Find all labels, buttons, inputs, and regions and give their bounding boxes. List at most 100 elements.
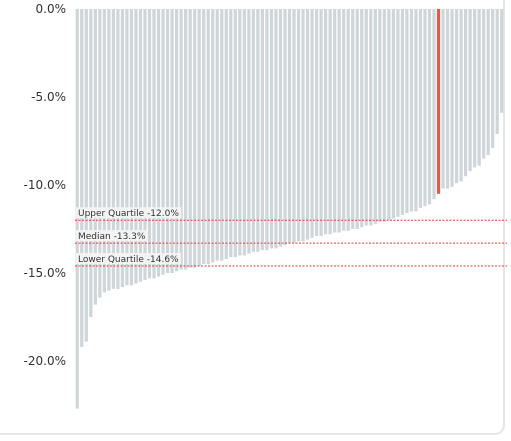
bar bbox=[391, 9, 395, 219]
bar bbox=[400, 9, 405, 215]
bar bbox=[319, 9, 323, 237]
bar bbox=[500, 9, 504, 113]
bar bbox=[174, 9, 179, 272]
bar bbox=[314, 9, 319, 237]
bar bbox=[211, 9, 215, 263]
bar bbox=[120, 9, 125, 288]
bar bbox=[351, 9, 355, 229]
bar bbox=[202, 9, 206, 265]
reference-lines-group: Upper Quartile -12.0% Median -13.3% Lower … bbox=[75, 207, 507, 267]
reference-label-background bbox=[76, 230, 148, 242]
bar bbox=[301, 9, 305, 242]
bar bbox=[360, 9, 364, 228]
bar bbox=[170, 9, 174, 273]
bar bbox=[260, 9, 265, 251]
bar bbox=[373, 9, 377, 224]
bar bbox=[328, 9, 332, 235]
bar bbox=[143, 9, 147, 281]
bar bbox=[98, 9, 102, 298]
bar bbox=[409, 9, 414, 212]
bar bbox=[129, 9, 134, 286]
bar bbox=[454, 9, 459, 184]
bar bbox=[206, 9, 210, 265]
bar bbox=[287, 9, 292, 244]
bar bbox=[188, 9, 192, 268]
bars-group bbox=[75, 9, 504, 409]
bar bbox=[378, 9, 382, 222]
y-axis: 0.0% -5.0% -10.0% -15.0% -20.0% bbox=[24, 2, 66, 368]
bar bbox=[405, 9, 409, 214]
bar bbox=[337, 9, 341, 233]
bar bbox=[152, 9, 156, 279]
bar bbox=[80, 9, 84, 347]
bar bbox=[116, 9, 120, 289]
bar bbox=[364, 9, 368, 226]
bar bbox=[184, 9, 188, 270]
bar bbox=[93, 9, 97, 305]
bar bbox=[233, 9, 237, 258]
bar bbox=[147, 9, 152, 279]
bar bbox=[161, 9, 165, 275]
bar bbox=[193, 9, 197, 268]
bar bbox=[427, 9, 432, 205]
bar bbox=[333, 9, 337, 233]
y-tick-label: 0.0% bbox=[36, 2, 67, 16]
bar bbox=[242, 9, 246, 256]
bar bbox=[418, 9, 423, 208]
bar bbox=[450, 9, 454, 187]
bar bbox=[197, 9, 201, 266]
reference-label-background bbox=[76, 207, 182, 219]
y-tick-label: -15.0% bbox=[24, 266, 66, 280]
bar bbox=[125, 9, 129, 286]
bar bbox=[441, 9, 445, 189]
reference-line-label: Median -13.3% bbox=[78, 232, 146, 242]
bar bbox=[473, 9, 477, 168]
bar bbox=[369, 9, 373, 226]
bar bbox=[324, 9, 328, 235]
bar bbox=[265, 9, 269, 251]
bar bbox=[111, 9, 116, 289]
bar bbox=[423, 9, 427, 207]
bar bbox=[229, 9, 233, 258]
y-tick-label: -20.0% bbox=[24, 354, 66, 368]
bar bbox=[414, 9, 418, 212]
bar bbox=[396, 9, 400, 217]
bar bbox=[156, 9, 161, 277]
bar bbox=[238, 9, 242, 256]
bar bbox=[274, 9, 278, 249]
bar bbox=[89, 9, 93, 317]
bar bbox=[247, 9, 251, 254]
bar bbox=[445, 9, 450, 189]
bar bbox=[84, 9, 88, 342]
bar bbox=[346, 9, 350, 231]
bar bbox=[165, 9, 170, 273]
bar bbox=[179, 9, 183, 270]
highlighted-bar bbox=[436, 9, 441, 194]
bar bbox=[463, 9, 468, 177]
bar bbox=[382, 9, 386, 222]
bar bbox=[296, 9, 301, 242]
bar bbox=[251, 9, 255, 252]
bar bbox=[107, 9, 111, 291]
bar bbox=[432, 9, 436, 200]
bar bbox=[102, 9, 106, 293]
bar bbox=[491, 9, 495, 149]
bar bbox=[342, 9, 346, 231]
bar bbox=[215, 9, 219, 261]
bar bbox=[283, 9, 287, 245]
bar bbox=[224, 9, 228, 259]
bar bbox=[256, 9, 260, 252]
bar bbox=[495, 9, 499, 134]
bar bbox=[220, 9, 224, 261]
bar bbox=[486, 9, 490, 156]
bar bbox=[477, 9, 481, 166]
bar bbox=[269, 9, 274, 249]
bar bbox=[468, 9, 472, 171]
bar bbox=[278, 9, 283, 247]
bar bbox=[459, 9, 463, 182]
bar bbox=[355, 9, 359, 229]
reference-line-label: Lower Quartile -14.6% bbox=[78, 255, 179, 265]
bar bbox=[305, 9, 310, 240]
bar bbox=[387, 9, 391, 221]
